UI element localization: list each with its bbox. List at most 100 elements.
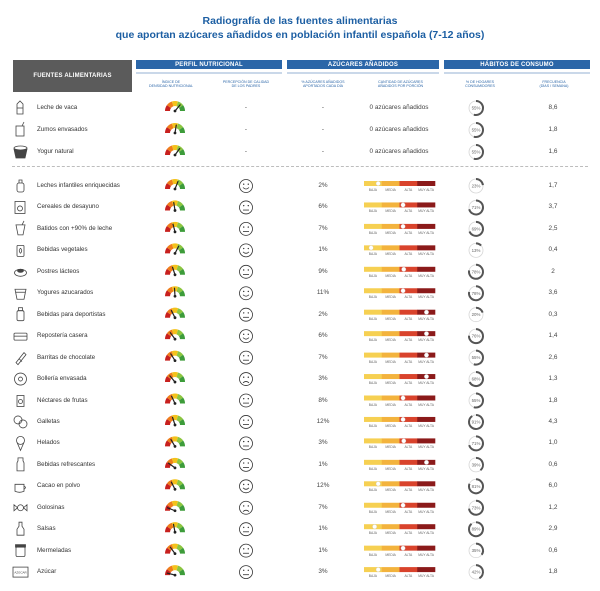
gauge-segment — [165, 483, 171, 490]
households-ring: 69% — [468, 220, 484, 237]
households-ring: 55% — [468, 122, 484, 138]
bar-level-label: MEDIA — [385, 381, 396, 386]
bar-level-label: MEDIA — [385, 230, 396, 235]
households-ring: 55% — [468, 100, 484, 116]
bar-segment — [381, 545, 400, 551]
jam-jar-icon — [15, 544, 26, 558]
bar-segment — [417, 395, 436, 401]
gauge-hub — [173, 251, 177, 255]
bar-segment — [417, 524, 436, 530]
per-portion-bar — [364, 545, 436, 551]
bar-level-labels: BAJA MEDIA ALTA MUY ALTA — [364, 445, 435, 449]
gauge-segment — [179, 397, 185, 404]
gauge-hub — [173, 359, 177, 362]
bar-segment — [399, 288, 418, 294]
row-label: Leches infantiles enriquecidas — [37, 182, 120, 189]
gauge-hub — [173, 509, 177, 513]
gauge-segment — [176, 565, 184, 573]
households-ring: 91% — [468, 413, 484, 430]
density-gauge — [165, 286, 185, 298]
frequency-value: 1,6 — [548, 148, 558, 155]
bar-segment — [399, 202, 418, 208]
bar-segment — [381, 416, 400, 422]
bar-segment — [399, 545, 418, 551]
gauge-segment — [179, 127, 185, 133]
bar-level-label: ALTA — [404, 423, 413, 428]
gauge-segment — [166, 393, 174, 401]
households-arc — [473, 144, 484, 160]
bar-level-labels: BAJA MEDIA ALTA MUY ALTA — [364, 209, 435, 213]
frequency-value: 2,5 — [548, 224, 558, 232]
frequency-value: 1,8 — [548, 126, 558, 133]
households-ring: 13% — [468, 242, 484, 258]
bar-segment — [399, 266, 418, 272]
pct-daily-value: 9% — [318, 267, 328, 275]
sugar-pack-icon: AZÚCAR — [12, 566, 29, 578]
households-ring: 71% — [468, 199, 484, 216]
perception-value: - — [244, 148, 248, 155]
sports-drink-icon — [16, 307, 25, 322]
bar-level-label: BAJA — [368, 488, 377, 493]
density-gauge — [165, 200, 185, 212]
gauge-hub — [173, 530, 177, 534]
fruit-nectar-icon — [16, 395, 25, 407]
pct-daily-value: 8% — [318, 396, 328, 404]
pct-daily-value: 3% — [318, 375, 328, 383]
bar-level-label: ALTA — [404, 252, 413, 257]
bar-marker — [372, 524, 377, 530]
density-gauge — [165, 123, 185, 135]
households-arc — [468, 413, 484, 430]
households-arc — [475, 456, 484, 472]
subheader-frequency-line-1: FRECUENCIA — [542, 80, 566, 84]
bar-level-labels: BAJA MEDIA ALTA MUY ALTA — [364, 295, 435, 299]
per-portion-bar — [364, 309, 436, 315]
row-label: Repostería casera — [37, 332, 88, 340]
density-gauge — [165, 329, 185, 341]
subheader-perception-line-2: DE LOS PADRES — [231, 84, 261, 89]
header-habits-label: HÁBITOS DE CONSUMO — [480, 61, 554, 68]
gauge-segment — [165, 397, 171, 404]
bar-level-label: BAJA — [368, 316, 377, 321]
bar-segment — [381, 374, 400, 380]
perception-neutral-face-icon — [239, 307, 253, 322]
bar-level-label: MUY ALTA — [418, 316, 434, 321]
bar-level-label: MEDIA — [385, 338, 396, 343]
households-arc — [468, 499, 484, 516]
bar-segment — [417, 416, 436, 422]
households-ring: 55% — [468, 392, 484, 409]
perception-neutral-face-icon — [239, 350, 253, 365]
pct-daily-value: 12% — [316, 482, 330, 490]
bar-level-labels: BAJA MEDIA ALTA MUY ALTA — [364, 574, 435, 578]
frequency-value: 6,0 — [548, 482, 558, 490]
density-gauge — [165, 372, 185, 384]
density-gauge — [165, 543, 185, 556]
bar-level-label: MUY ALTA — [418, 209, 434, 214]
bar-level-label: MUY ALTA — [418, 273, 434, 278]
bar-segment — [417, 181, 436, 186]
bar-level-label: ALTA — [404, 273, 413, 278]
frequency-value: 1,3 — [548, 375, 558, 383]
bar-segment — [381, 459, 400, 465]
bar-segment — [399, 331, 418, 337]
bar-marker — [375, 481, 381, 487]
bar-marker — [401, 438, 407, 444]
gauge-segment — [176, 351, 184, 358]
frequency-value: 2,6 — [548, 353, 558, 361]
bar-level-label: BAJA — [368, 531, 377, 536]
subheader-perception-line-1: PERCEPCIÓN DE CALIDAD — [222, 80, 270, 84]
bar-segment — [417, 567, 436, 573]
pct-daily-value: 1% — [318, 246, 328, 254]
bar-segment — [381, 288, 400, 294]
bar-level-label: ALTA — [404, 552, 413, 557]
perception-neutral-face-icon — [239, 415, 253, 429]
bar-level-label: BAJA — [368, 252, 377, 257]
households-value: 55% — [472, 106, 481, 111]
cookie-icon — [13, 415, 28, 429]
bar-level-label: ALTA — [404, 531, 413, 536]
bar-segment — [364, 181, 383, 186]
subheader-perception: PERCEPCIÓN DE CALIDAD DE LOS PADRES — [210, 80, 282, 89]
row-label: Leche de vaca — [37, 104, 78, 111]
gauge-segment — [165, 149, 171, 155]
per-portion-bar — [364, 374, 436, 380]
perception-sad-face-icon — [239, 372, 253, 386]
